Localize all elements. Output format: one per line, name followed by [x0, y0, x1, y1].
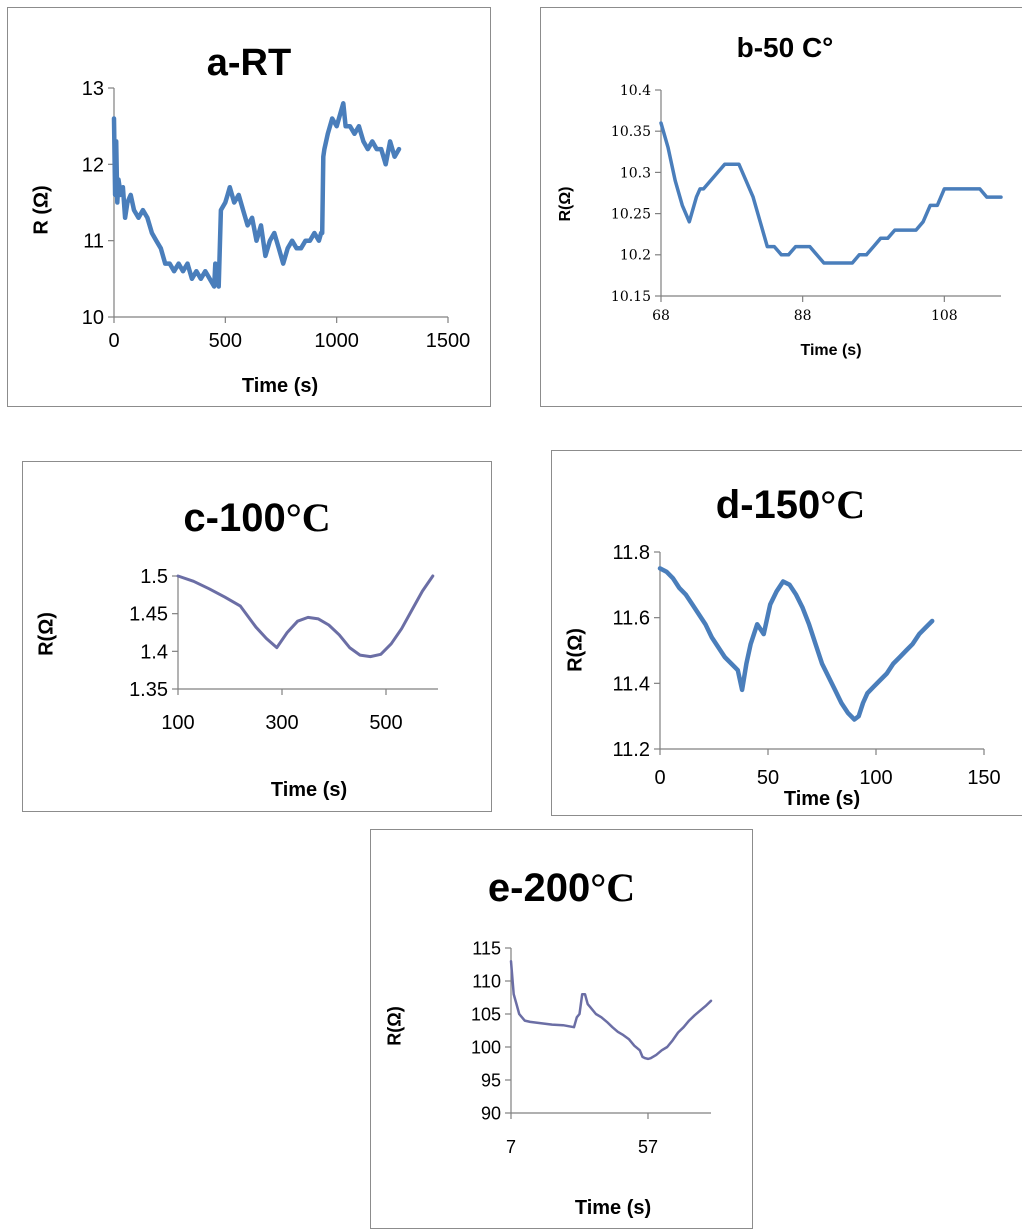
chart-b-ytick-label: 10.4 — [620, 83, 651, 99]
chart-d-ylabel: R(Ω) — [564, 628, 587, 672]
chart-c-series-line — [176, 574, 435, 659]
chart-c-title: c-100°C — [23, 494, 491, 541]
chart-c-ylabel: R(Ω) — [35, 612, 58, 656]
chart-b-ytick-label: 10.2 — [620, 248, 651, 264]
chart-e-ytick-label: 115 — [472, 938, 501, 958]
chart-c-ytick-label: 1.5 — [140, 566, 168, 588]
chart-d-ytick-label: 11.2 — [613, 739, 650, 761]
chart-b-ytick-label: 10.25 — [611, 207, 651, 223]
chart-b-plot: 10.15 10.2 10.25 10.3 10.35 10.4 68 88 108 — [611, 83, 1003, 324]
chart-a-xtick-label: 1000 — [314, 330, 359, 352]
chart-e-xtick-label: 57 — [638, 1137, 658, 1157]
chart-panel-d: d-150°C 11.2 11.4 11.6 11.8 0 50 100 150 Time (… — [551, 450, 1022, 816]
chart-a-title: a-RT — [206, 42, 292, 84]
chart-a-xtick-label: 0 — [108, 330, 119, 352]
chart-b-series-line — [659, 121, 1003, 265]
chart-a-ytick-label: 12 — [82, 154, 104, 176]
chart-a-xtick-label: 1500 — [426, 330, 471, 352]
chart-c-title-text: c-100 — [183, 496, 286, 540]
chart-b-xtick-label: 88 — [794, 308, 812, 324]
chart-c-ytick-label: 1.35 — [129, 679, 168, 701]
chart-d-xtick-label: 50 — [757, 767, 779, 789]
chart-b-ytick-label: 10.35 — [611, 124, 651, 140]
chart-panel-c: c-100°C 1.35 1.4 1.45 1.5 100 300 500 Time (s)… — [22, 461, 492, 812]
chart-d-ytick-label: 11.6 — [613, 608, 650, 630]
chart-e-title-text: e-200 — [487, 866, 591, 910]
chart-d-xtick-label: 100 — [859, 767, 892, 789]
chart-b-ytick-label: 10.15 — [611, 289, 651, 305]
chart-b-ylabel: R(Ω) — [557, 186, 574, 222]
chart-c-xlabel: Time (s) — [270, 779, 348, 801]
chart-d-title-unit: °C — [820, 482, 866, 527]
chart-d-plot: 11.2 11.4 11.6 11.8 0 50 100 150 — [613, 542, 1001, 789]
chart-e-title: e-200°C — [371, 864, 752, 911]
chart-c-xtick-label: 300 — [265, 712, 298, 734]
chart-e-xlabel: Time (s) — [574, 1197, 652, 1219]
chart-e-ylabel: R(Ω) — [384, 1006, 405, 1046]
chart-a-plot: 10 11 12 13 0 500 1000 1500 — [82, 78, 471, 352]
chart-c-ytick-label: 1.4 — [140, 641, 168, 663]
chart-e-ytick-label: 90 — [481, 1103, 501, 1123]
chart-e-ytick-label: 100 — [471, 1037, 501, 1057]
chart-c-xtick-label: 100 — [161, 712, 194, 734]
chart-b-xtick-label: 108 — [931, 308, 958, 324]
chart-d-xtick-label: 150 — [967, 767, 1000, 789]
chart-panel-a: a-RT 10 11 12 13 0 500 1000 1500 Time (s) R (Ω) — [7, 7, 491, 407]
chart-a-ylabel: R (Ω) — [30, 185, 53, 235]
chart-a-xtick-label: 500 — [209, 330, 242, 352]
chart-e-title-unit: °C — [590, 865, 636, 910]
chart-a-ytick-label: 10 — [82, 307, 104, 329]
chart-c-plot: 1.35 1.4 1.45 1.5 100 300 500 — [129, 566, 438, 734]
chart-e-series-line — [509, 959, 713, 1061]
chart-c-ytick-label: 1.45 — [129, 604, 168, 626]
chart-a-ytick-label: 13 — [82, 78, 104, 100]
chart-a-xlabel: Time (s) — [241, 375, 319, 397]
chart-d-title-text: d-150 — [715, 483, 821, 527]
chart-c-xtick-label: 500 — [369, 712, 402, 734]
chart-panel-e: e-200°C 90 95 100 105 110 115 7 57 Time (s) R(Ω… — [370, 829, 753, 1229]
chart-d-ytick-label: 11.8 — [613, 542, 650, 564]
chart-b-ytick-label: 10.3 — [620, 165, 651, 181]
chart-b-xtick-label: 68 — [652, 308, 670, 324]
chart-d-ytick-label: 11.4 — [613, 673, 650, 695]
chart-d-series-line — [657, 566, 935, 722]
chart-a-ytick-label: 11 — [83, 231, 104, 253]
chart-d-xlabel: Time (s) — [783, 788, 861, 810]
chart-e-plot: 90 95 100 105 110 115 7 57 — [471, 938, 713, 1157]
chart-e-ytick-label: 110 — [472, 971, 501, 991]
chart-c-title-unit: °C — [285, 495, 331, 540]
chart-a-series-line — [111, 101, 402, 289]
chart-e-xtick-label: 7 — [506, 1137, 516, 1157]
chart-d-title: d-150°C — [552, 481, 1022, 528]
chart-d-xtick-label: 0 — [654, 767, 665, 789]
chart-b-xlabel: Time (s) — [800, 342, 862, 359]
chart-e-ytick-label: 105 — [471, 1004, 501, 1024]
chart-b-title: b-50 C° — [736, 32, 834, 63]
chart-panel-b: b-50 C° 10.15 10.2 10.25 10.3 10.35 10.4 68 88 1… — [540, 7, 1022, 407]
chart-e-ytick-label: 95 — [481, 1070, 501, 1090]
